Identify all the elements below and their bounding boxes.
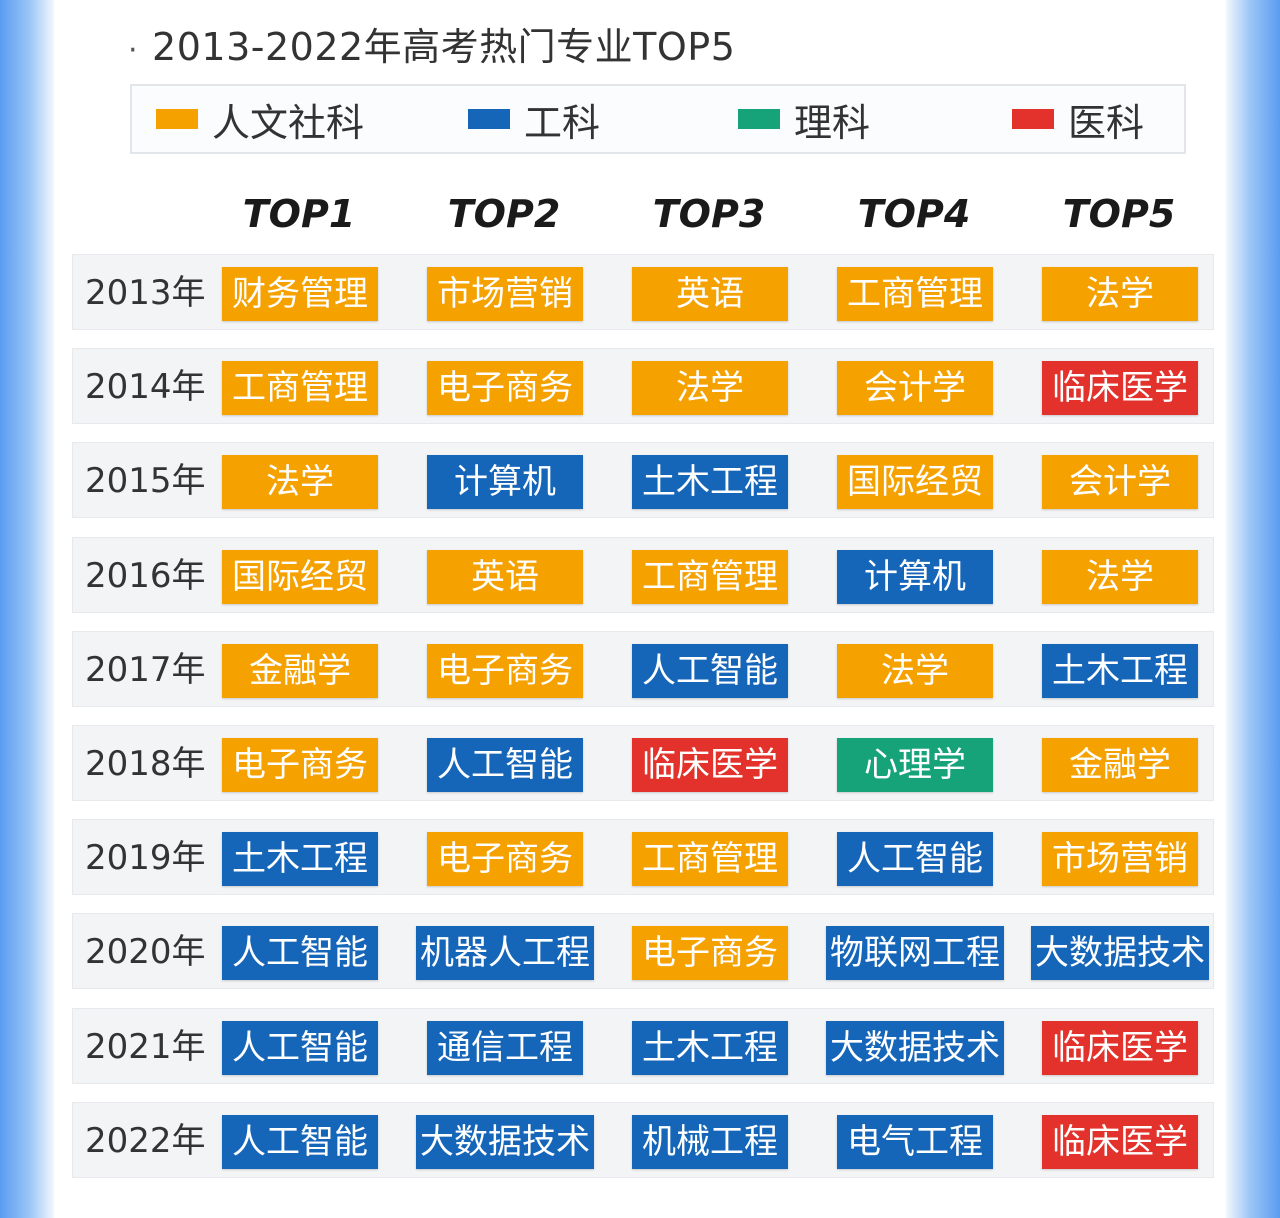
major-tag: 物联网工程 <box>826 926 1004 980</box>
column-header-top5: TOP5 <box>1062 192 1176 236</box>
column-header-top4: TOP4 <box>857 192 971 236</box>
major-tag: 金融学 <box>222 644 378 698</box>
major-tag: 大数据技术 <box>826 1021 1004 1075</box>
table-row: 2013年 财务管理 市场营销 英语 工商管理 法学 <box>72 254 1214 330</box>
row-year-label: 2013年 <box>85 273 206 313</box>
major-tag: 人工智能 <box>222 926 378 980</box>
table-row: 2020年 人工智能 机器人工程 电子商务 物联网工程 大数据技术 <box>72 913 1214 989</box>
column-headers: TOP1 TOP2 TOP3 TOP4 TOP5 <box>0 186 1280 242</box>
legend-item-medicine: 医科 <box>1012 86 1144 152</box>
column-header-top1: TOP1 <box>242 192 356 236</box>
table-row: 2015年 法学 计算机 土木工程 国际经贸 会计学 <box>72 442 1214 518</box>
legend-item-science: 理科 <box>738 86 870 152</box>
major-tag: 会计学 <box>1042 455 1198 509</box>
column-header-top3: TOP3 <box>652 192 766 236</box>
legend: 人文社科 工科 理科 医科 <box>130 84 1186 154</box>
legend-item-humanities: 人文社科 <box>156 86 364 152</box>
table-row: 2021年 人工智能 通信工程 土木工程 大数据技术 临床医学 <box>72 1008 1214 1084</box>
chart-title: · 2013-2022年高考热门专业TOP5 <box>128 22 735 72</box>
title-bullet: · <box>128 33 139 68</box>
major-tag: 国际经贸 <box>222 550 378 604</box>
table-row: 2022年 人工智能 大数据技术 机械工程 电气工程 临床医学 <box>72 1102 1214 1178</box>
major-tag: 国际经贸 <box>837 455 993 509</box>
legend-swatch-science <box>738 109 780 129</box>
legend-label-science: 理科 <box>794 100 871 145</box>
major-tag: 临床医学 <box>1042 361 1198 415</box>
major-tag: 电子商务 <box>632 926 788 980</box>
row-year-label: 2018年 <box>85 744 206 784</box>
table-row: 2019年 土木工程 电子商务 工商管理 人工智能 市场营销 <box>72 819 1214 895</box>
major-tag: 工商管理 <box>222 361 378 415</box>
row-year-label: 2014年 <box>85 367 206 407</box>
table-row: 2017年 金融学 电子商务 人工智能 法学 土木工程 <box>72 631 1214 707</box>
major-tag: 市场营销 <box>427 267 583 321</box>
legend-label-engineering: 工科 <box>524 100 601 145</box>
major-tag: 人工智能 <box>837 832 993 886</box>
major-tag: 电子商务 <box>222 738 378 792</box>
major-tag: 法学 <box>222 455 378 509</box>
major-tag: 大数据技术 <box>1031 926 1209 980</box>
column-header-top2: TOP2 <box>447 192 561 236</box>
row-year-label: 2016年 <box>85 556 206 596</box>
table-row: 2014年 工商管理 电子商务 法学 会计学 临床医学 <box>72 348 1214 424</box>
major-tag: 工商管理 <box>632 832 788 886</box>
major-tag: 人工智能 <box>222 1021 378 1075</box>
major-tag: 计算机 <box>427 455 583 509</box>
major-tag: 电子商务 <box>427 644 583 698</box>
major-tag: 计算机 <box>837 550 993 604</box>
major-tag: 财务管理 <box>222 267 378 321</box>
major-tag: 临床医学 <box>632 738 788 792</box>
chart-title-text: 2013-2022年高考热门专业TOP5 <box>152 25 736 69</box>
major-tag: 土木工程 <box>222 832 378 886</box>
major-tag: 法学 <box>632 361 788 415</box>
row-year-label: 2015年 <box>85 461 206 501</box>
major-tag: 工商管理 <box>632 550 788 604</box>
major-tag: 金融学 <box>1042 738 1198 792</box>
major-tag: 会计学 <box>837 361 993 415</box>
major-tag: 电子商务 <box>427 832 583 886</box>
major-tag: 土木工程 <box>1042 644 1198 698</box>
major-tag: 土木工程 <box>632 1021 788 1075</box>
major-tag: 法学 <box>1042 550 1198 604</box>
major-tag: 人工智能 <box>222 1115 378 1169</box>
major-tag: 工商管理 <box>837 267 993 321</box>
major-tag: 临床医学 <box>1042 1115 1198 1169</box>
legend-swatch-medicine <box>1012 109 1054 129</box>
major-tag: 土木工程 <box>632 455 788 509</box>
major-tag: 电子商务 <box>427 361 583 415</box>
row-year-label: 2022年 <box>85 1121 206 1161</box>
row-year-label: 2020年 <box>85 932 206 972</box>
row-year-label: 2019年 <box>85 838 206 878</box>
major-tag: 英语 <box>427 550 583 604</box>
major-tag: 心理学 <box>837 738 993 792</box>
legend-label-medicine: 医科 <box>1068 100 1145 145</box>
legend-label-humanities: 人文社科 <box>212 100 365 145</box>
major-tag: 人工智能 <box>427 738 583 792</box>
row-year-label: 2017年 <box>85 650 206 690</box>
row-year-label: 2021年 <box>85 1027 206 1067</box>
table-row: 2016年 国际经贸 英语 工商管理 计算机 法学 <box>72 537 1214 613</box>
major-tag: 临床医学 <box>1042 1021 1198 1075</box>
legend-swatch-humanities <box>156 109 198 129</box>
legend-item-engineering: 工科 <box>468 86 600 152</box>
major-tag: 大数据技术 <box>416 1115 594 1169</box>
major-tag: 机器人工程 <box>416 926 594 980</box>
major-tag: 机械工程 <box>632 1115 788 1169</box>
major-tag: 英语 <box>632 267 788 321</box>
major-tag: 法学 <box>837 644 993 698</box>
major-tag: 市场营销 <box>1042 832 1198 886</box>
major-tag: 法学 <box>1042 267 1198 321</box>
table-row: 2018年 电子商务 人工智能 临床医学 心理学 金融学 <box>72 725 1214 801</box>
major-tag: 通信工程 <box>427 1021 583 1075</box>
major-tag: 人工智能 <box>632 644 788 698</box>
legend-swatch-engineering <box>468 109 510 129</box>
major-tag: 电气工程 <box>837 1115 993 1169</box>
